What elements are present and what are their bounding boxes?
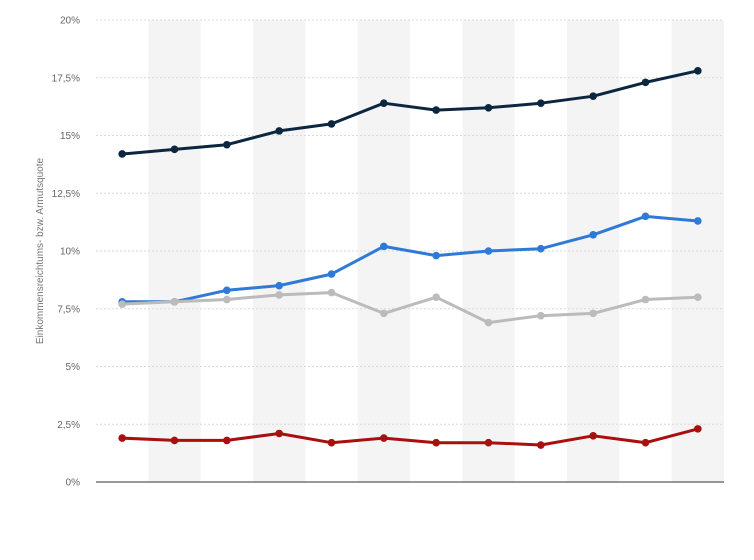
- data-point: [118, 434, 126, 442]
- data-point: [432, 251, 440, 260]
- data-point: [432, 293, 440, 302]
- data-point: [694, 425, 702, 433]
- data-point: [275, 127, 283, 135]
- data-point: [380, 99, 388, 107]
- data-point: [380, 242, 388, 251]
- y-tick-label: 2,5%: [57, 420, 80, 431]
- data-point: [484, 318, 493, 327]
- data-point: [327, 120, 336, 128]
- data-point: [641, 212, 650, 221]
- series-line: [120, 214, 700, 304]
- data-point: [589, 432, 597, 440]
- data-point: [537, 441, 545, 449]
- data-point: [694, 217, 702, 225]
- series-4: [118, 425, 702, 449]
- y-tick-label: 12,5%: [52, 189, 80, 200]
- data-point: [432, 106, 440, 114]
- data-point: [589, 92, 597, 101]
- data-point: [537, 244, 545, 253]
- data-point: [537, 311, 545, 320]
- y-tick-label: 15%: [60, 131, 80, 142]
- series-line: [120, 427, 700, 447]
- y-tick-label: 0%: [66, 478, 81, 489]
- series-line: [120, 291, 700, 325]
- data-point: [484, 247, 493, 255]
- data-point: [641, 78, 650, 87]
- data-point: [223, 295, 231, 304]
- series-line: [120, 69, 700, 156]
- series-2: [118, 212, 702, 306]
- y-tick-label: 10%: [60, 247, 80, 258]
- y-axis-ticks: 0% 2,5% 5% 7,5% 10% 12,5% 15% 17,5% 20%: [52, 16, 80, 489]
- data-point: [537, 99, 545, 107]
- y-axis-title: Einkommensreichtums- bzw. Armutsquote: [35, 157, 46, 344]
- data-point: [380, 309, 388, 318]
- data-point: [641, 295, 650, 304]
- data-point: [327, 288, 336, 297]
- data-point: [118, 300, 126, 308]
- data-point: [223, 140, 231, 149]
- data-point: [275, 429, 283, 438]
- data-point: [589, 231, 597, 239]
- y-tick-label: 5%: [66, 362, 81, 373]
- data-point: [380, 434, 388, 442]
- data-point: [694, 293, 702, 302]
- series-3: [118, 288, 702, 327]
- data-point: [275, 291, 283, 299]
- data-point: [275, 281, 283, 290]
- data-point: [484, 103, 493, 112]
- data-point: [694, 67, 702, 75]
- data-point: [327, 438, 336, 447]
- data-point: [223, 286, 231, 295]
- data-point: [589, 309, 597, 318]
- data-point: [118, 150, 126, 158]
- data-point: [327, 270, 336, 278]
- series-group: [118, 67, 702, 449]
- data-point: [432, 438, 440, 447]
- data-point: [223, 436, 231, 445]
- y-tick-label: 17,5%: [52, 73, 80, 84]
- y-tick-label: 20%: [60, 16, 80, 27]
- data-point: [484, 438, 493, 447]
- data-point: [170, 145, 179, 154]
- data-point: [641, 438, 650, 447]
- data-point: [170, 298, 179, 306]
- y-tick-label: 7,5%: [57, 304, 80, 315]
- data-point: [170, 436, 179, 445]
- series-1: [118, 67, 702, 158]
